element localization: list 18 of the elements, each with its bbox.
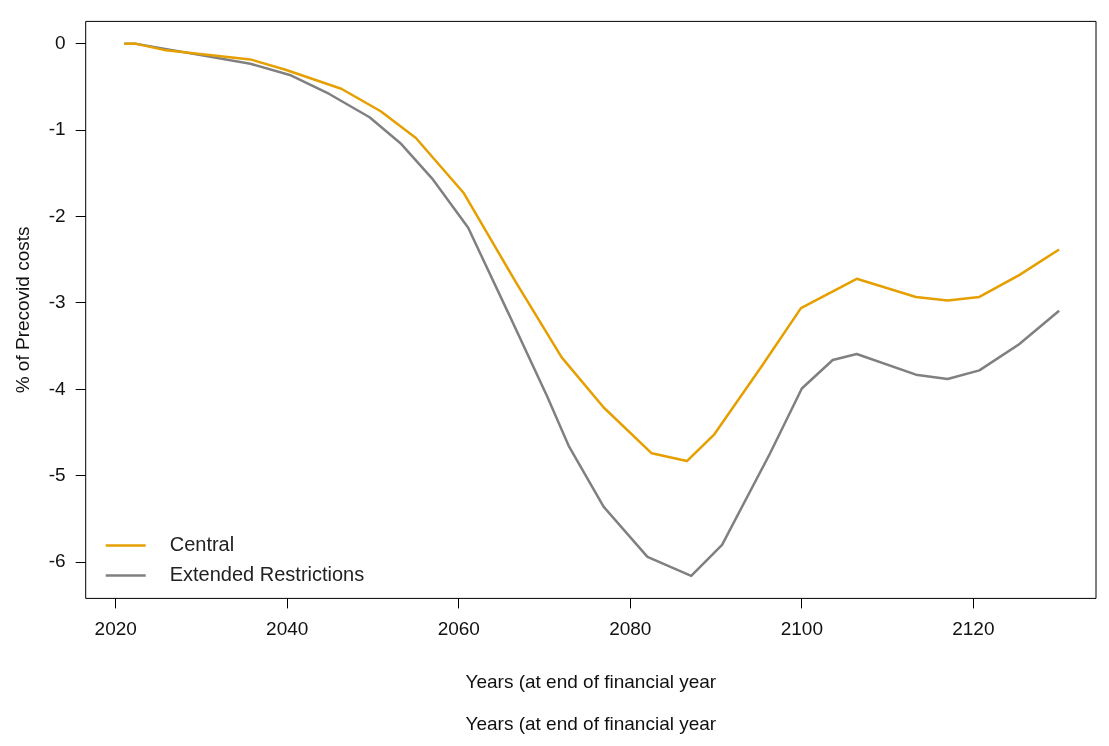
x-axis-title: Years (at end of financial year bbox=[465, 670, 717, 692]
y-tick-label: -2 bbox=[48, 204, 66, 226]
y-tick-label: -3 bbox=[48, 291, 66, 313]
x-tick-label: 2060 bbox=[437, 618, 480, 640]
y-tick-label: -5 bbox=[48, 463, 66, 485]
x-tick-label: 2020 bbox=[94, 618, 137, 640]
x-tick-label: 2100 bbox=[780, 618, 823, 640]
x-tick-label: 2040 bbox=[266, 618, 309, 640]
text: Years (at end of financial year bbox=[465, 712, 717, 734]
y-tick-label: -4 bbox=[48, 377, 67, 399]
x-tick-label: 2080 bbox=[609, 618, 652, 640]
x-tick-label: 2120 bbox=[952, 618, 995, 640]
y-tick-label: -1 bbox=[48, 118, 66, 140]
legend-label: Extended Restrictions bbox=[169, 562, 365, 585]
y-axis-title: % of Precovid costs bbox=[11, 226, 33, 394]
y-tick-label: -6 bbox=[48, 550, 66, 572]
y-tick-label: 0 bbox=[55, 32, 66, 54]
legend-label: Central bbox=[169, 532, 235, 555]
